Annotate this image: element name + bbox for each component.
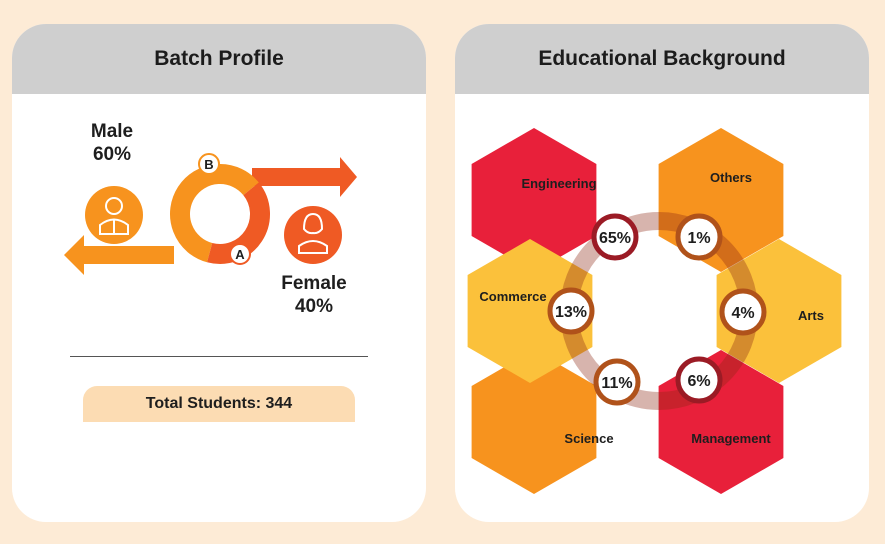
ring-segment-female — [207, 182, 270, 264]
hex-label-others: Others — [710, 170, 752, 185]
female-value: 40% — [294, 296, 334, 317]
percent-value-arts: 4% — [731, 305, 754, 322]
percent-value-commerce: 13% — [555, 304, 587, 321]
hex-label-management: Management — [691, 431, 771, 446]
hex-label-engineering: Engineering — [521, 176, 596, 191]
hex-label-arts: Arts — [798, 308, 824, 323]
hex-arts — [716, 239, 842, 383]
ring-marker-a: A — [229, 243, 251, 265]
percent-value-engineering: 65% — [599, 230, 631, 247]
male-label: Male — [90, 121, 134, 142]
batch-profile-card: Batch Profile Male 60% Female 40% B A — [12, 24, 426, 522]
hex-label-commerce: Commerce — [479, 289, 546, 304]
percent-bubble-science — [593, 358, 641, 406]
educational-background-title: Educational Background — [455, 24, 869, 94]
hex-commerce — [467, 239, 593, 383]
percent-bubble-engineering — [591, 213, 639, 261]
percent-bubble-others — [675, 213, 723, 261]
hex-science — [471, 350, 597, 494]
hex-label-science: Science — [564, 431, 613, 446]
batch-profile-title: Batch Profile — [12, 24, 426, 94]
percent-bubble-management — [675, 356, 723, 404]
total-students-badge: Total Students: 344 — [83, 386, 355, 422]
male-person-icon — [85, 186, 143, 244]
female-person-icon — [284, 206, 342, 264]
female-arrow — [252, 157, 357, 197]
hex-engineering — [471, 128, 597, 272]
male-label-block: Male 60% — [75, 120, 149, 166]
female-label: Female — [281, 273, 347, 294]
percent-value-management: 6% — [687, 373, 710, 390]
percent-value-science: 11% — [601, 375, 632, 392]
educational-background-card: Educational Background Engineering 65% Oth… — [455, 24, 869, 522]
male-value: 60% — [92, 144, 132, 165]
divider-line — [70, 356, 368, 357]
ring-marker-a-text: A — [235, 247, 245, 262]
percent-bubble-commerce — [547, 287, 595, 335]
ring-marker-b-text: B — [204, 157, 213, 172]
gender-ring-chart: B A — [64, 153, 357, 275]
female-label-block: Female 40% — [272, 272, 356, 318]
ring-marker-b: B — [198, 153, 220, 175]
percent-bubble-arts — [719, 288, 767, 336]
percent-value-others: 1% — [687, 230, 710, 247]
gender-ring — [170, 164, 270, 264]
male-arrow — [64, 235, 174, 275]
ring-segment-male — [170, 164, 259, 263]
education-hex-chart: Engineering 65% Others 1% Arts 4% Management 6%… — [467, 128, 842, 494]
